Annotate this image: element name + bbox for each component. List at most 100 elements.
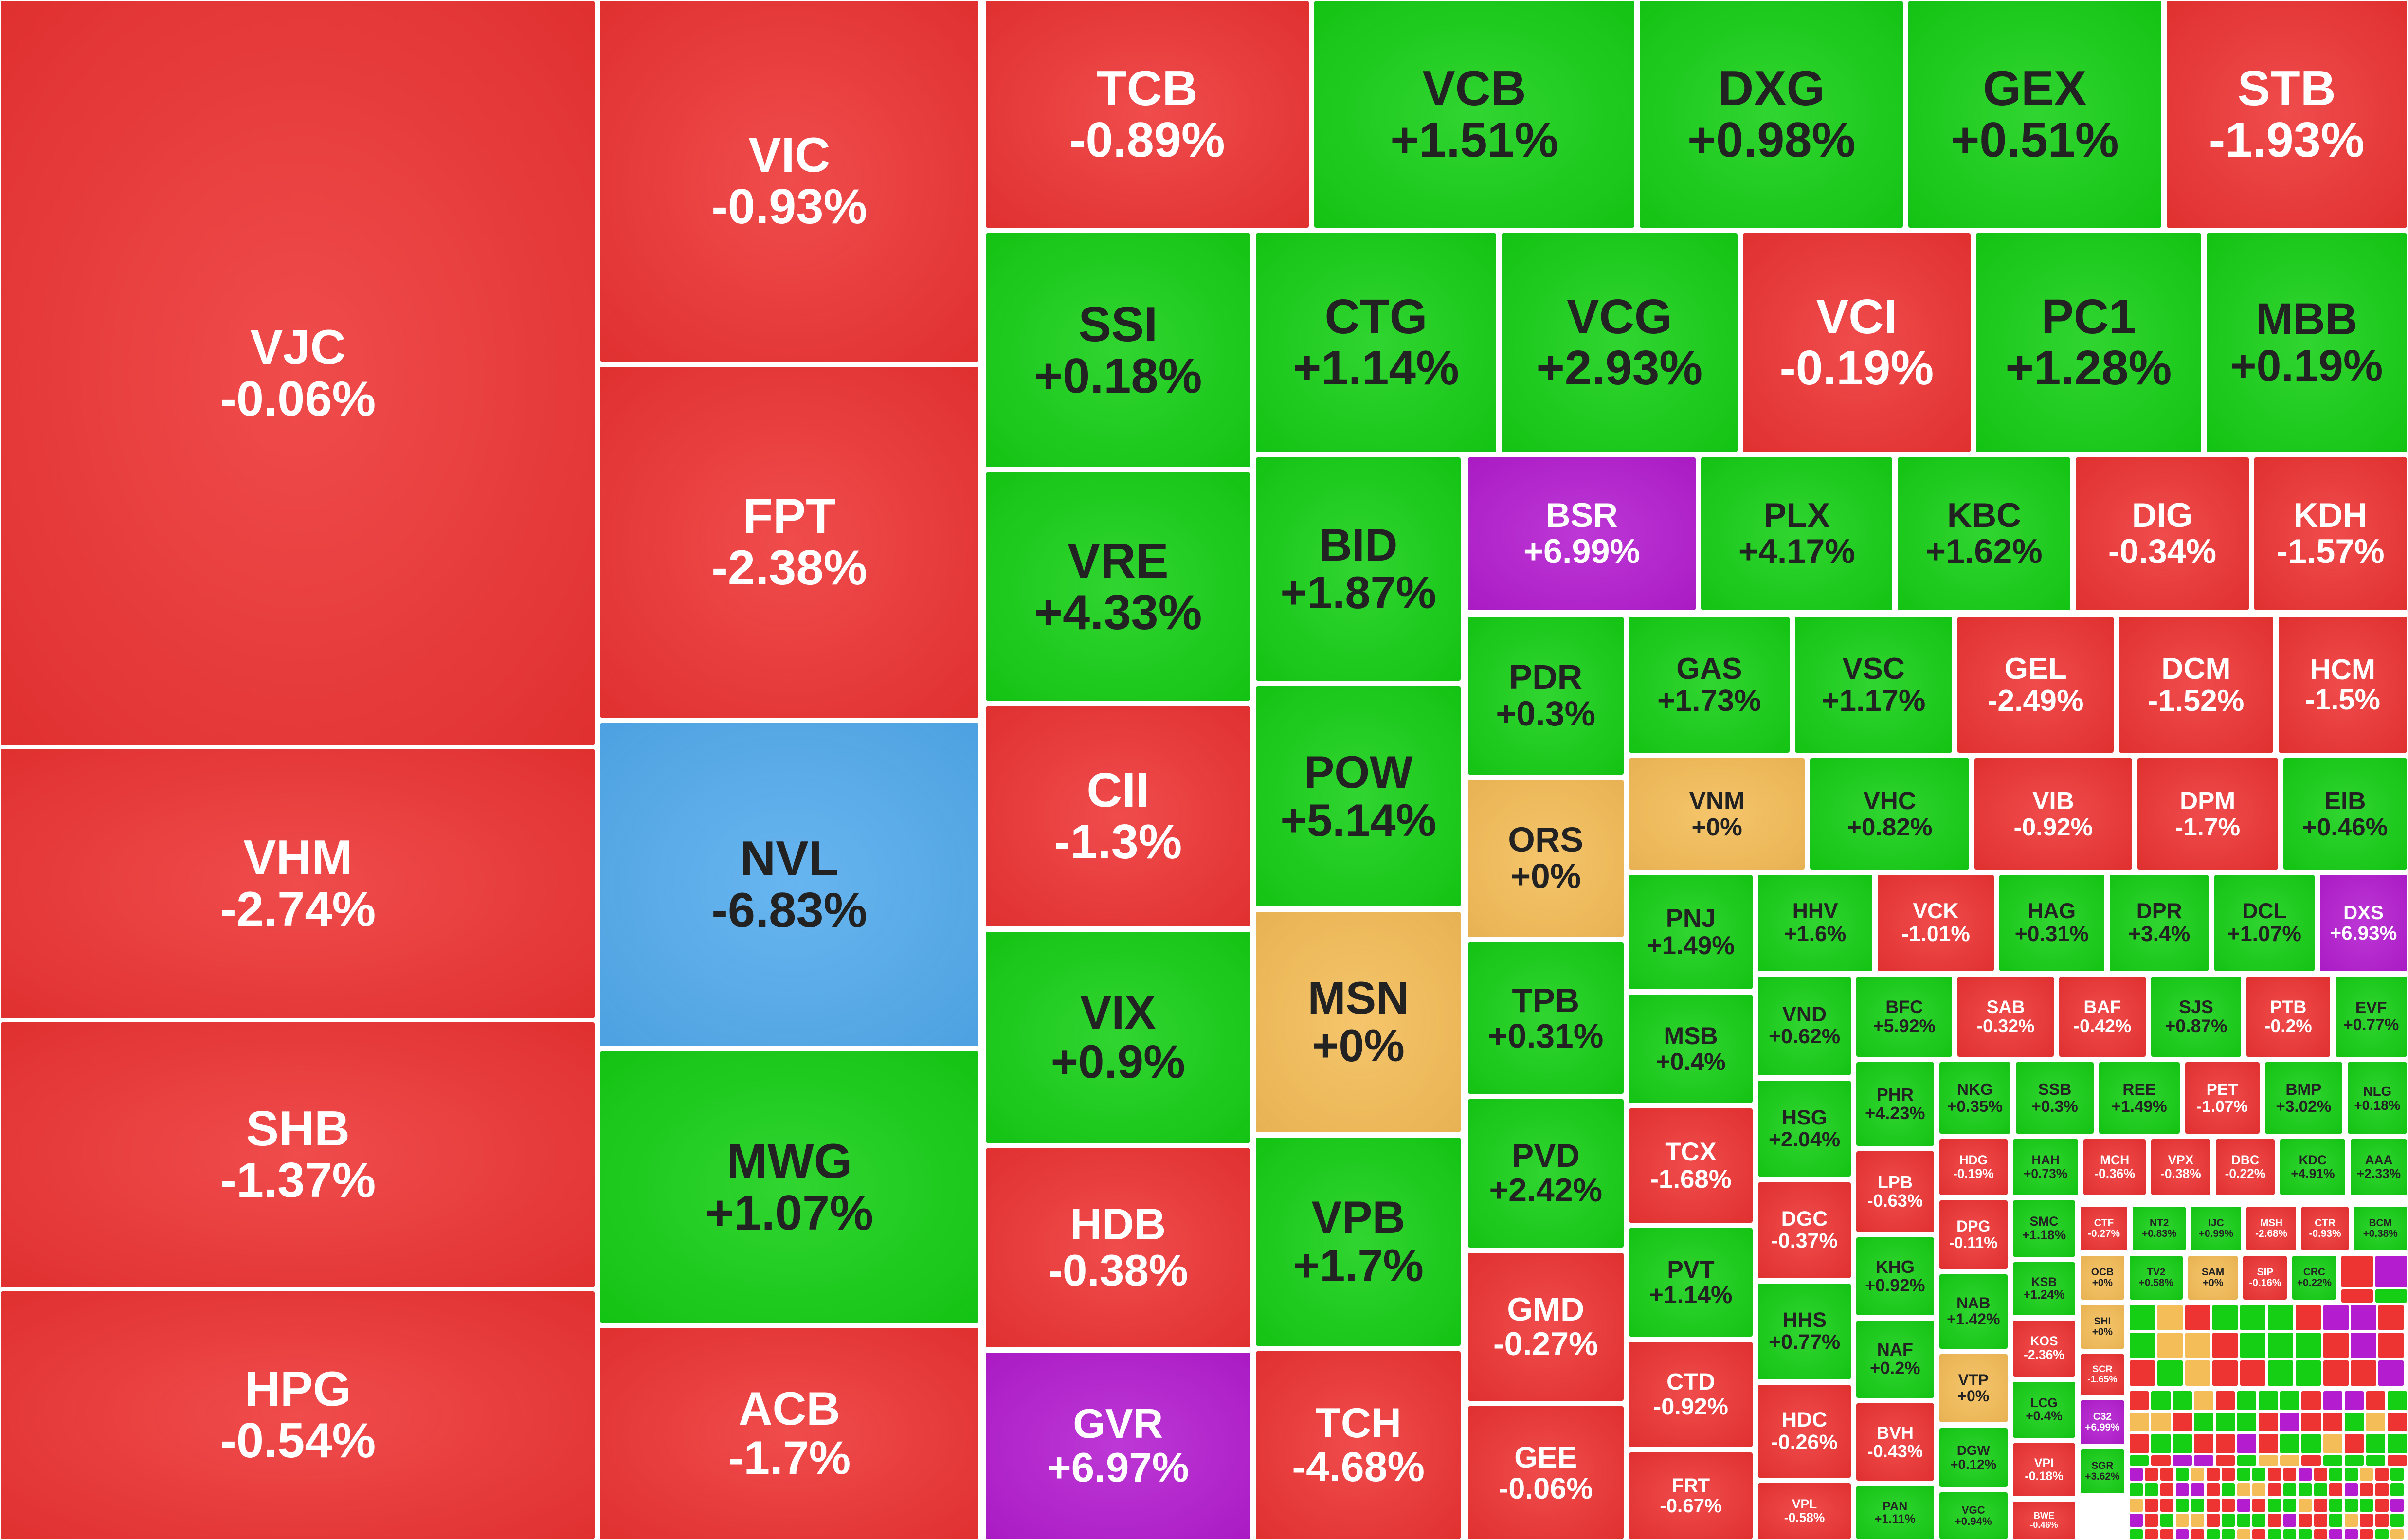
stock-tile: AAA +2.33% bbox=[2351, 1139, 2407, 1196]
small-tile bbox=[2390, 1483, 2404, 1496]
ticker: KDH bbox=[2293, 496, 2368, 535]
ticker: NAB bbox=[1956, 1294, 1991, 1312]
change: +0.99% bbox=[2198, 1228, 2234, 1239]
change: +0.18% bbox=[2354, 1097, 2401, 1113]
small-tile bbox=[2160, 1483, 2173, 1496]
stock-tile: DXS +6.93% bbox=[2320, 875, 2407, 971]
stock-tile: DGW +0.12% bbox=[1939, 1428, 2008, 1487]
ticker: HHV bbox=[1792, 899, 1838, 924]
small-tile bbox=[2185, 1305, 2210, 1331]
small-tile bbox=[2375, 1483, 2389, 1496]
stock-tile: IJC +0.99% bbox=[2191, 1207, 2241, 1250]
small-tile bbox=[2299, 1529, 2312, 1540]
stock-tile: PDR +0.3% bbox=[1467, 617, 1624, 775]
change: -0.54% bbox=[220, 1413, 376, 1468]
small-tile bbox=[2360, 1514, 2373, 1527]
ticker: DPM bbox=[2180, 786, 2236, 815]
small-tile bbox=[2129, 1332, 2155, 1358]
change: +3.02% bbox=[2276, 1097, 2332, 1116]
stock-tile: TCH -4.68% bbox=[1256, 1351, 1461, 1540]
change: +6.93% bbox=[2330, 922, 2397, 944]
stock-tile: VCB +1.51% bbox=[1314, 1, 1635, 228]
ticker: EVF bbox=[2355, 999, 2387, 1017]
stock-tile: HDC -0.26% bbox=[1758, 1385, 1851, 1478]
change: +1.11% bbox=[1874, 1512, 1916, 1526]
ticker: VPX bbox=[2168, 1153, 2194, 1168]
stock-tile: NLG +0.18% bbox=[2348, 1062, 2407, 1134]
stock-tile: MSB +0.4% bbox=[1629, 995, 1753, 1103]
small-tile bbox=[2280, 1412, 2299, 1432]
stock-tile: SGR +3.62% bbox=[2080, 1449, 2124, 1493]
stock-tile: VSC +1.17% bbox=[1794, 617, 1953, 753]
small-tile bbox=[2240, 1305, 2266, 1331]
ticker: PVD bbox=[1511, 1137, 1580, 1174]
change: -0.93% bbox=[2309, 1228, 2341, 1239]
stock-tile: FRT -0.67% bbox=[1629, 1452, 1753, 1540]
small-tile bbox=[2237, 1498, 2250, 1512]
small-tile bbox=[2267, 1498, 2281, 1512]
stock-tile: SAB -0.32% bbox=[1957, 976, 2054, 1057]
small-tile bbox=[2329, 1498, 2343, 1512]
ticker: BMP bbox=[2285, 1080, 2322, 1099]
change: +1.51% bbox=[1390, 113, 1558, 168]
small-tile bbox=[2194, 1391, 2213, 1411]
stock-tile: PLX +4.17% bbox=[1701, 457, 1893, 610]
stock-tile: BCM +0.38% bbox=[2354, 1207, 2407, 1250]
stock-tile: NVL -6.83% bbox=[600, 723, 979, 1047]
stock-tile: BVH -0.43% bbox=[1856, 1403, 1934, 1481]
small-tile bbox=[2329, 1483, 2343, 1496]
stock-tile: LCG +0.4% bbox=[2013, 1381, 2075, 1438]
stock-tile: SIP -0.16% bbox=[2243, 1256, 2287, 1300]
stock-tile: KSB +1.24% bbox=[2013, 1262, 2075, 1315]
stock-tile: TCX -1.68% bbox=[1629, 1108, 1753, 1223]
ticker: DIG bbox=[2132, 496, 2193, 535]
stock-tile: GVR +6.97% bbox=[985, 1352, 1250, 1540]
change: +0.3% bbox=[1496, 694, 1596, 733]
stock-tile: HAG +0.31% bbox=[1999, 875, 2104, 971]
change: +1.62% bbox=[1925, 532, 2043, 570]
change: -1.93% bbox=[2209, 113, 2365, 168]
ticker: PDR bbox=[1509, 657, 1583, 697]
small-tile bbox=[2295, 1332, 2321, 1358]
stock-tile: VCI -0.19% bbox=[1742, 233, 1971, 452]
stock-tile: VPL -0.58% bbox=[1758, 1483, 1851, 1540]
small-tile bbox=[2212, 1332, 2238, 1358]
change: -0.16% bbox=[2249, 1277, 2281, 1288]
ticker: GEX bbox=[1983, 61, 2087, 116]
ticker: VCI bbox=[1816, 289, 1898, 344]
ticker: NVL bbox=[740, 831, 839, 886]
stock-tile: PNJ +1.49% bbox=[1629, 875, 1753, 990]
small-tile bbox=[2323, 1305, 2349, 1331]
change: +3.4% bbox=[2128, 922, 2191, 946]
stock-tile: C32 +6.99% bbox=[2080, 1400, 2124, 1444]
change: +1.7% bbox=[1293, 1239, 1424, 1291]
ticker: VPL bbox=[1792, 1497, 1817, 1512]
small-tile bbox=[2329, 1529, 2343, 1540]
change: -0.36% bbox=[2094, 1166, 2135, 1181]
ticker: FRT bbox=[1671, 1474, 1710, 1496]
small-tile bbox=[2388, 1391, 2407, 1411]
small-tile bbox=[2375, 1468, 2389, 1481]
change: +0.87% bbox=[2165, 1015, 2227, 1036]
ticker: REE bbox=[2122, 1080, 2156, 1099]
small-tile bbox=[2390, 1468, 2404, 1481]
change: +0.22% bbox=[2297, 1277, 2332, 1288]
small-tile bbox=[2215, 1412, 2235, 1432]
stock-tile: DBC -0.22% bbox=[2215, 1139, 2275, 1196]
small-tile bbox=[2283, 1514, 2297, 1527]
small-tile bbox=[2341, 1289, 2373, 1303]
change: -0.19% bbox=[1953, 1166, 1994, 1181]
ticker: HSG bbox=[1781, 1105, 1828, 1129]
small-tile bbox=[2378, 1305, 2404, 1331]
change: -0.63% bbox=[1867, 1191, 1923, 1211]
stock-tile: GMD -0.27% bbox=[1467, 1252, 1624, 1401]
stock-tile: DCL +1.07% bbox=[2214, 875, 2315, 971]
change: -0.06% bbox=[220, 371, 376, 426]
stock-tile: KBC +1.62% bbox=[1898, 457, 2071, 610]
change: +1.6% bbox=[1784, 922, 1847, 946]
change: +2.42% bbox=[1489, 1172, 1603, 1209]
stock-tile: PAN +1.11% bbox=[1856, 1486, 1934, 1540]
change: +6.99% bbox=[1523, 532, 1640, 570]
ticker: SJS bbox=[2179, 996, 2213, 1017]
stock-tile: HAH +0.73% bbox=[2013, 1139, 2079, 1196]
